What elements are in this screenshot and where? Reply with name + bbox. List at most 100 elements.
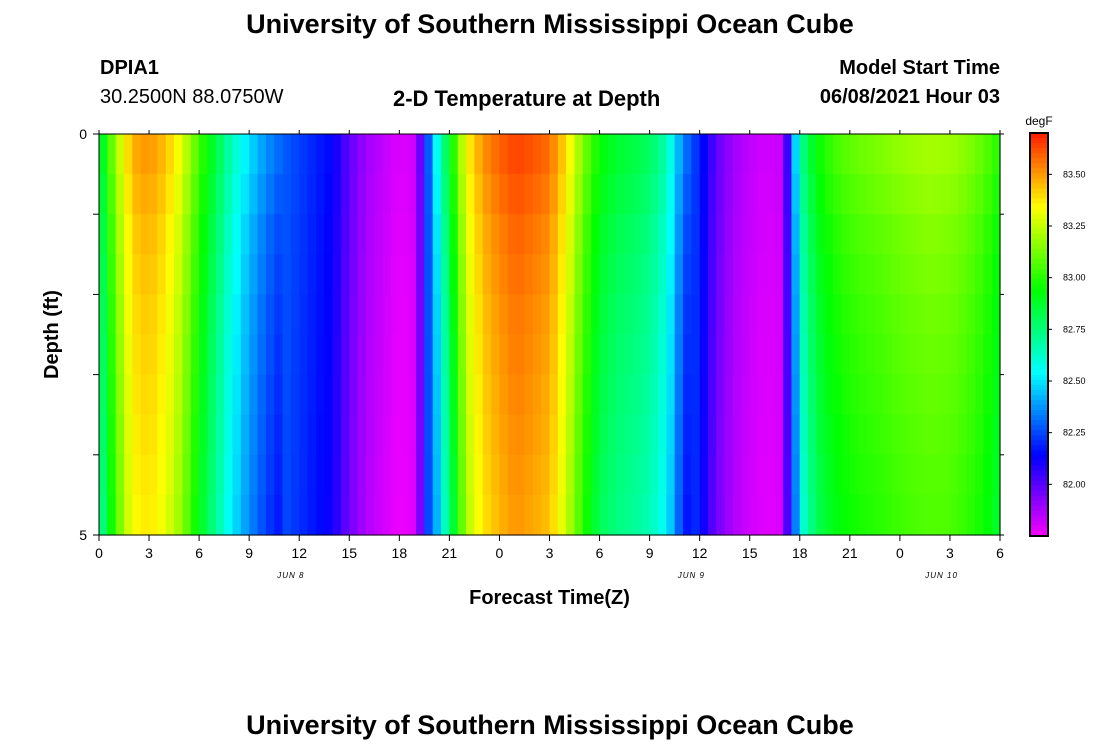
heatmap-cell <box>874 134 884 175</box>
heatmap-cell <box>708 454 717 496</box>
heatmap-cell <box>874 214 884 255</box>
heatmap-cell <box>616 294 626 336</box>
heatmap-cell <box>182 134 192 175</box>
heatmap-cell <box>966 454 976 496</box>
x-tick-label: 3 <box>145 545 153 561</box>
heatmap-cell <box>265 494 275 536</box>
heatmap-cell <box>899 134 909 175</box>
heatmap-cell <box>708 134 717 175</box>
heatmap-cell <box>974 254 984 295</box>
heatmap-cell <box>282 454 292 496</box>
heatmap-cell <box>824 134 834 175</box>
heatmap-cell <box>466 374 476 416</box>
heatmap-cell <box>841 334 851 376</box>
heatmap-cell <box>574 374 584 416</box>
heatmap-cell <box>382 214 392 255</box>
heatmap-cell <box>349 454 359 496</box>
heatmap-cell <box>666 214 676 255</box>
heatmap-cell <box>324 134 334 175</box>
heatmap-cell <box>774 414 784 456</box>
colorbar: degF 83.50 83.25 83.00 82.75 82.50 82.25 82.00 <box>1025 114 1086 537</box>
heatmap-cell <box>240 374 250 416</box>
heatmap-cell <box>516 254 526 295</box>
heatmap-cell <box>949 174 959 215</box>
date-label: JUN 8 <box>276 571 304 580</box>
heatmap-cell <box>357 174 367 215</box>
heatmap-cell <box>257 254 267 295</box>
heatmap-cell <box>232 294 242 336</box>
colorbar-swatch <box>1030 248 1048 255</box>
heatmap-cell <box>374 334 384 376</box>
heatmap-cell <box>682 414 692 456</box>
colorbar-tick-label: 82.00 <box>1063 479 1086 489</box>
heatmap-cell <box>849 414 859 456</box>
heatmap-cell <box>207 454 217 496</box>
heatmap-cell <box>691 294 701 336</box>
heatmap-cell <box>624 334 634 376</box>
station-coordinates: 30.2500N 88.0750W <box>100 86 284 108</box>
heatmap-cell <box>224 454 234 496</box>
heatmap-cell <box>657 214 667 255</box>
colorbar-swatch <box>1030 364 1048 371</box>
heatmap-cell <box>132 494 142 536</box>
heatmap-cell <box>382 414 392 456</box>
heatmap-cell <box>708 414 717 456</box>
heatmap-cell <box>674 254 684 295</box>
heatmap-cell <box>849 134 859 175</box>
heatmap-cell <box>549 414 559 456</box>
heatmap-cell <box>499 134 509 175</box>
heatmap-cell <box>599 494 609 536</box>
heatmap-cell <box>766 294 776 336</box>
heatmap-cell <box>841 294 851 336</box>
heatmap-cell <box>507 134 517 175</box>
x-axis-label: Forecast Time(Z) <box>469 587 630 609</box>
heatmap-cell <box>357 374 367 416</box>
heatmap-cell <box>716 454 726 496</box>
colorbar-swatch <box>1030 369 1048 376</box>
heatmap-cell <box>416 174 425 215</box>
colorbar-swatch <box>1030 238 1048 245</box>
heatmap-cell <box>632 454 642 496</box>
heatmap-cell <box>924 174 934 215</box>
heatmap-cell <box>224 294 234 336</box>
heatmap-cell <box>516 414 526 456</box>
heatmap-cell <box>733 374 742 416</box>
colorbar-unit-label: degF <box>1025 114 1052 128</box>
heatmap-cell <box>758 134 767 175</box>
heatmap-cell <box>257 294 267 336</box>
heatmap-cell <box>399 174 409 215</box>
heatmap-cell <box>449 454 459 496</box>
heatmap-cell <box>641 294 651 336</box>
heatmap-cell <box>374 454 384 496</box>
heatmap-cell <box>207 254 217 295</box>
heatmap-cell <box>199 294 209 336</box>
heatmap-cell <box>891 334 901 376</box>
heatmap-cell <box>774 294 784 336</box>
heatmap-cell <box>674 134 684 175</box>
heatmap-cell <box>708 214 717 255</box>
heatmap-cell <box>874 294 884 336</box>
heatmap-cell <box>749 134 759 175</box>
heatmap-cell <box>124 494 133 536</box>
heatmap-cell <box>766 494 776 536</box>
heatmap-cell <box>624 294 634 336</box>
heatmap-cell <box>265 174 275 215</box>
heatmap-cell <box>632 414 642 456</box>
heatmap-cell <box>541 294 551 336</box>
heatmap-cell <box>416 494 425 536</box>
heatmap-cell <box>916 454 926 496</box>
heatmap-cell <box>499 494 509 536</box>
heatmap-cell <box>657 254 667 295</box>
heatmap-cell <box>449 294 459 336</box>
heatmap-cell <box>616 254 626 295</box>
heatmap-cell <box>499 254 509 295</box>
heatmap-cell <box>557 494 567 536</box>
heatmap-cell <box>516 374 526 416</box>
heatmap-cell <box>566 334 576 376</box>
heatmap-cell <box>307 454 317 496</box>
chart-title: 2-D Temperature at Depth <box>393 86 661 111</box>
heatmap-cell <box>607 334 617 376</box>
heatmap-cell <box>249 294 259 336</box>
heatmap-cell <box>632 214 642 255</box>
heatmap-cell <box>674 174 684 215</box>
